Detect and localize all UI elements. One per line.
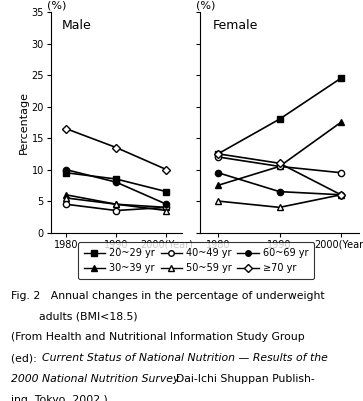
Text: (From Health and Nutritional Information Study Group: (From Health and Nutritional Information…	[11, 332, 305, 342]
Text: Fig. 2   Annual changes in the percentage of underweight: Fig. 2 Annual changes in the percentage …	[11, 291, 325, 301]
Text: Female: Female	[212, 19, 258, 32]
Text: (%): (%)	[196, 0, 215, 10]
Text: Male: Male	[61, 19, 91, 32]
Text: (ed):: (ed):	[11, 353, 40, 363]
Text: ing, Tokyo, 2002.): ing, Tokyo, 2002.)	[11, 395, 108, 401]
Text: . Dai-Ichi Shuppan Publish-: . Dai-Ichi Shuppan Publish-	[169, 374, 315, 384]
Text: adults (BMI<18.5): adults (BMI<18.5)	[11, 312, 138, 322]
Text: Current Status of National Nutrition — Results of the: Current Status of National Nutrition — R…	[42, 353, 328, 363]
Text: 2000 National Nutrition Survey: 2000 National Nutrition Survey	[11, 374, 179, 384]
Y-axis label: Percentage: Percentage	[19, 91, 29, 154]
Legend: 20~29 yr, 30~39 yr, 40~49 yr, 50~59 yr, 60~69 yr, ≥70 yr: 20~29 yr, 30~39 yr, 40~49 yr, 50~59 yr, …	[78, 242, 314, 279]
Text: (%): (%)	[47, 0, 66, 10]
